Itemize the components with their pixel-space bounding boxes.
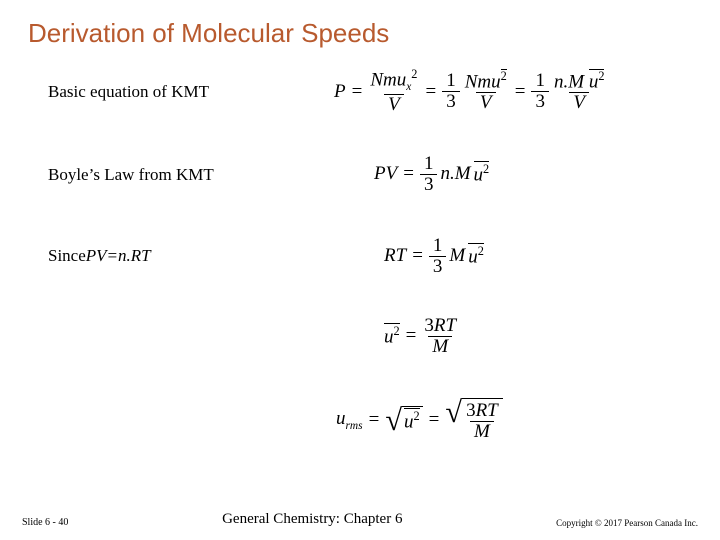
eq3-lhs: RT: [384, 245, 406, 267]
eq1-lhs: P: [334, 81, 346, 103]
equation-2: PV = 1 3 n.M u2: [374, 154, 489, 195]
eq4-frac: 3RT M: [422, 316, 458, 357]
footer: Slide 6 - 40 General Chemistry: Chapter …: [0, 511, 720, 528]
eq1-term2: Nmu2 V: [463, 70, 509, 113]
equation-1: P = Nmux2 V = 1 3 Nmu2 V = 1 3 n.M u2 V: [334, 68, 606, 115]
eq4-lhs: u: [384, 327, 394, 348]
row-since-pvnrt: Since PV=n.RT: [48, 246, 151, 266]
label-boyles-law: Boyle’s Law from KMT: [48, 165, 214, 185]
eq2-nm: n.M: [440, 163, 470, 185]
slide: Derivation of Molecular Speeds Basic equ…: [0, 0, 720, 540]
chapter-label: General Chemistry: Chapter 6: [222, 511, 402, 528]
eq2-coef: 1 3: [420, 154, 438, 195]
eq3-coef: 1 3: [429, 236, 447, 277]
label-since-prefix: Since: [48, 246, 86, 266]
label-since-eq: PV=n.RT: [86, 246, 151, 266]
slide-number: Slide 6 - 40: [22, 517, 68, 528]
eq5-sqrt1: √ u2: [385, 406, 422, 433]
row-basic-eq: Basic equation of KMT: [48, 82, 209, 102]
eq5-lhs: u: [336, 408, 346, 429]
slide-title: Derivation of Molecular Speeds: [28, 18, 692, 49]
row-boyles-law: Boyle’s Law from KMT: [48, 165, 214, 185]
label-basic-eq: Basic equation of KMT: [48, 82, 209, 102]
eq2-lhs: PV: [374, 163, 397, 185]
copyright-label: Copyright © 2017 Pearson Canada Inc.: [556, 518, 698, 528]
equation-3: RT = 1 3 M u2: [384, 236, 484, 277]
eq5-sqrt2: √ 3RT M: [445, 398, 502, 442]
equation-5: urms = √ u2 = √ 3RT M: [336, 398, 503, 442]
eq3-m: M: [449, 245, 465, 267]
equation-4: u2 = 3RT M: [384, 316, 458, 357]
eq1-term3: n.M u2 V: [552, 70, 607, 113]
eq1-term1: Nmux2 V: [368, 68, 419, 115]
eq1-coef2: 1 3: [531, 71, 549, 112]
eq1-coef1: 1 3: [442, 71, 460, 112]
